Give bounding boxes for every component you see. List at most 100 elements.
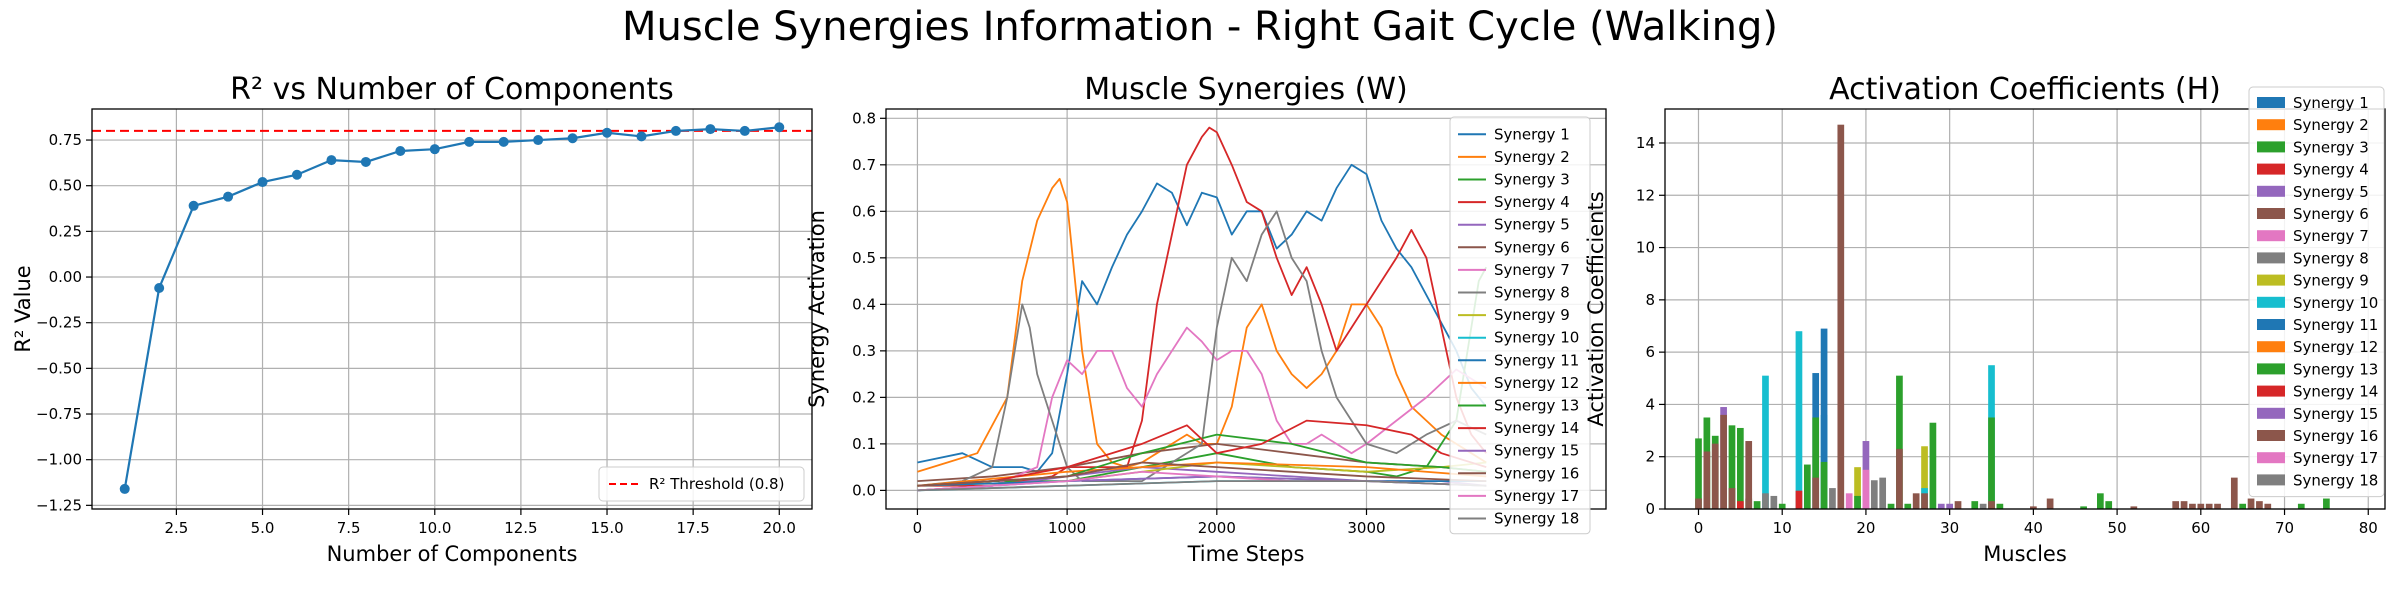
r2-point [636, 131, 647, 142]
y-tick-label: 6 [1645, 343, 1655, 361]
y-tick-label: 4 [1645, 395, 1655, 413]
legend-label: Synergy 12 [2293, 338, 2378, 356]
y-tick-label: 0.50 [49, 177, 82, 195]
x-tick-label: 7.5 [337, 519, 361, 537]
x-axis-label: Number of Components [327, 542, 578, 566]
bar-muscle-9 [1770, 495, 1778, 509]
r2-point [395, 146, 406, 157]
bar-muscle-12 [1795, 331, 1803, 509]
x-tick-label: 10.0 [418, 519, 451, 537]
legend-swatch [2257, 119, 2285, 131]
x-tick-label: 15.0 [590, 519, 623, 537]
y-axis-label: Synergy Activation [805, 210, 829, 408]
y-tick-label: 0.25 [49, 222, 82, 240]
legend-swatch [2257, 208, 2285, 219]
legend-label: Synergy 2 [2293, 116, 2369, 134]
x-tick-label: 30 [1940, 519, 1959, 537]
x-tick-label: 60 [2191, 519, 2210, 537]
subplot-1: 2.5 5.0 7.5 10.0 12.5 15.0 17.5 20.0 −1.25 −1.00 −… [11, 72, 813, 566]
bar-muscle-33 [1971, 501, 1979, 509]
bar-muscle-15 [1820, 461, 1828, 509]
series-line-1 [917, 163, 1487, 473]
bar-muscle-65 [2239, 503, 2247, 509]
bar-muscle-40 [2030, 506, 2037, 509]
legend-swatch [2257, 252, 2285, 264]
y-tick-label: 0.0 [852, 481, 876, 499]
bar-muscle-60 [2197, 503, 2205, 509]
legend-label: Synergy 14 [2293, 383, 2378, 401]
legend-swatch [2257, 407, 2285, 419]
bar-muscle-34 [1979, 503, 1987, 509]
subplot-title: Activation Coefficients (H) [1829, 72, 2221, 107]
bar-muscle-42 [2046, 498, 2054, 509]
r2-point [705, 124, 716, 135]
legend-label: Synergy 17 [1494, 487, 1579, 505]
r2-point [498, 136, 509, 147]
x-axis-label: Time Steps [1187, 542, 1305, 566]
legend: R² Threshold (0.8) [598, 466, 805, 502]
bar-muscle-14 [1812, 417, 1820, 509]
y-tick-label: 8 [1645, 291, 1655, 309]
bar-muscle-7 [1753, 501, 1761, 509]
legend-label: Synergy 4 [1494, 193, 1570, 211]
r2-point [188, 200, 199, 211]
x-axis-label: Muscles [1983, 542, 2067, 566]
bar-muscle-2 [1711, 443, 1719, 509]
x-tick-label: 70 [2275, 519, 2294, 537]
bar-muscle-49 [2105, 501, 2113, 509]
legend-swatch [2257, 319, 2285, 330]
series-line-13 [917, 433, 1487, 487]
figure-title: Muscle Synergies Information - Right Gai… [622, 4, 1778, 50]
bar-muscle-17 [1837, 124, 1845, 509]
bar-muscle-6 [1745, 441, 1753, 509]
x-tick-label: 40 [2024, 519, 2043, 537]
legend-label: Synergy 10 [2293, 294, 2378, 312]
bar-muscle-61 [2205, 503, 2213, 509]
y-tick-label: 0.5 [852, 249, 876, 267]
bar-muscle-13 [1803, 464, 1811, 509]
y-axis-label: R² Value [11, 265, 35, 352]
legend-label: Synergy 12 [1494, 374, 1579, 392]
x-tick-label: 0 [1694, 519, 1704, 537]
legend-swatch [2257, 185, 2285, 197]
legend-label: Synergy 9 [1494, 306, 1570, 324]
series-line-2 [917, 177, 1487, 473]
bar-muscle-14 [1812, 477, 1820, 509]
bar-muscle-62 [2214, 503, 2221, 509]
r2-point [567, 133, 578, 144]
legend-label: Synergy 13 [1494, 397, 1579, 415]
legend-threshold-label: R² Threshold (0.8) [649, 475, 784, 493]
axes-frame [1664, 108, 2386, 510]
y-tick-label: 0.00 [49, 268, 82, 286]
y-tick-label: 0.3 [852, 342, 876, 360]
r2-point [119, 483, 130, 494]
subplot-title: Muscle Synergies (W) [1084, 72, 1408, 107]
bar-muscle-64 [2230, 477, 2238, 509]
bar-muscle-68 [2264, 503, 2272, 509]
legend-label: Synergy 8 [2293, 249, 2369, 267]
bar-muscle-8 [1762, 493, 1769, 509]
y-tick-label: 12 [1636, 186, 1655, 204]
r2-point [154, 282, 165, 293]
legend-label: Synergy 9 [2293, 272, 2369, 290]
legend-swatch [2257, 385, 2285, 397]
legend-label: Synergy 2 [1494, 148, 1570, 166]
y-tick-label: 0.7 [852, 156, 876, 174]
bar-muscle-19 [1854, 467, 1861, 509]
bar-muscle-5 [1737, 427, 1744, 509]
x-tick-label: 20.0 [763, 519, 796, 537]
subplot-2: 0 1000 2000 3000 0.0 0.1 0.2 0.3 0.4 0.5 0.6 0.7 0.8… [805, 72, 1607, 566]
bar-muscle-22 [1879, 477, 1887, 509]
bar-muscle-24 [1896, 375, 1903, 509]
legend-label: Synergy 16 [2293, 427, 2378, 445]
r2-point [257, 177, 268, 188]
legend-swatch [2257, 474, 2285, 486]
legend-swatch [2257, 163, 2285, 175]
bar-muscle-26 [1912, 493, 1920, 509]
legend-swatch [2257, 341, 2285, 353]
legend-label: Synergy 4 [2293, 161, 2369, 179]
r2-point [774, 122, 785, 133]
y-tick-label: −1.00 [36, 451, 82, 469]
bar-muscle-8 [1762, 375, 1769, 509]
